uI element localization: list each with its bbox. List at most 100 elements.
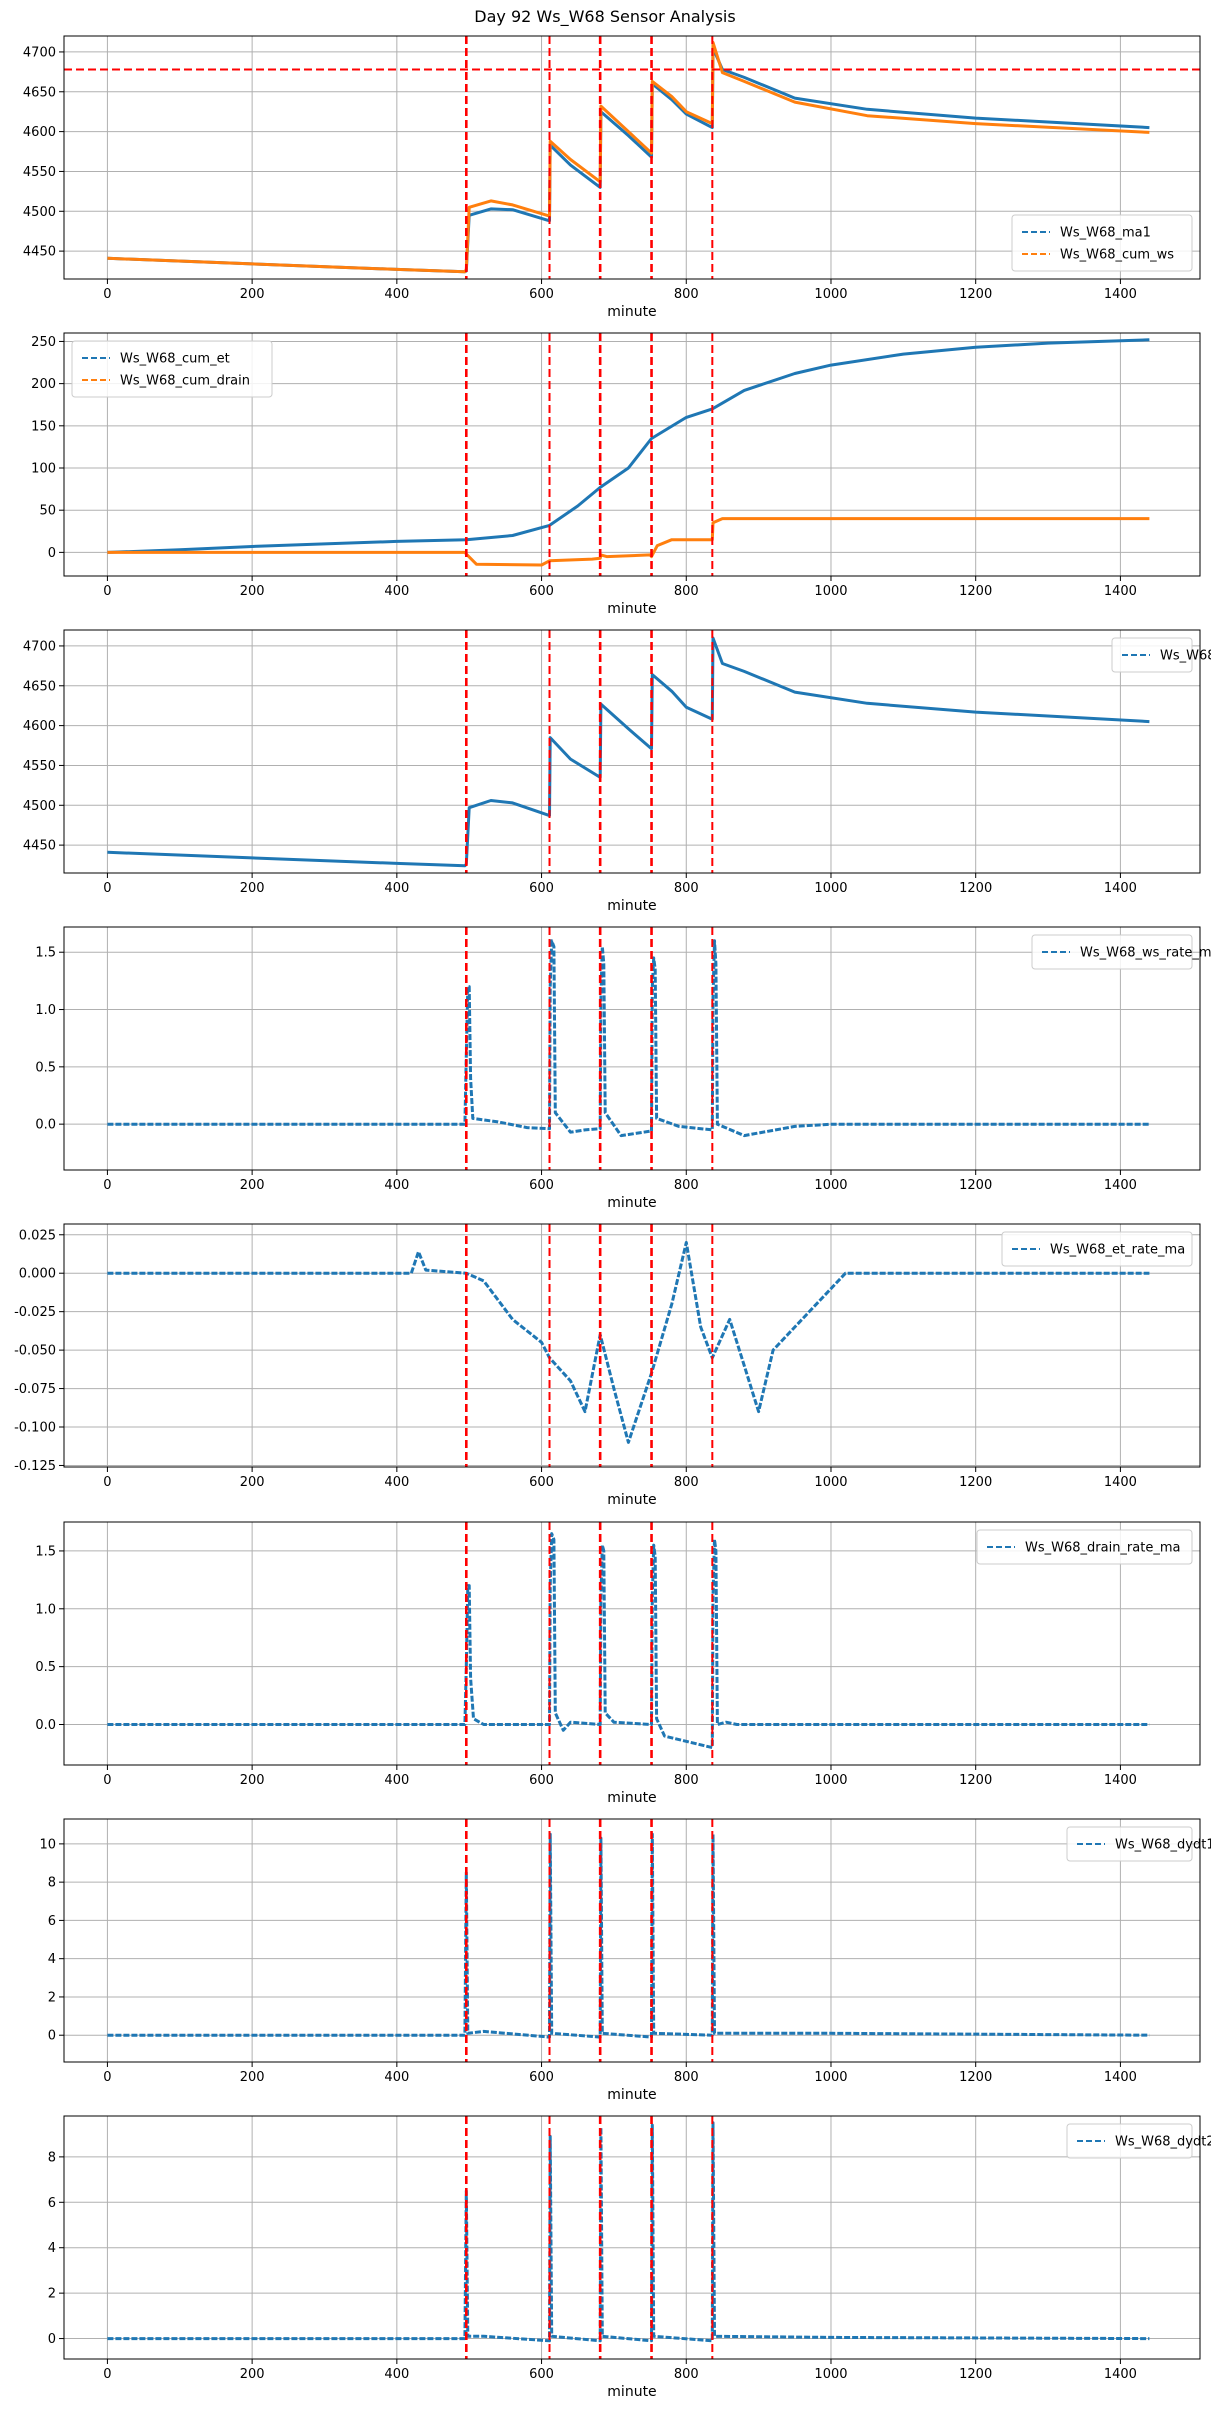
legend-box (71, 340, 273, 398)
x-axis-label: minute (607, 898, 656, 914)
subplot-8: 0 200 400 600 800 1000 1200 1400 0 2 4 6 8 minute Ws_W… (48, 2115, 1211, 2400)
legend-entry: Ws_W68_ma1 (1060, 226, 1151, 241)
x-tick-label: 0 (103, 1178, 111, 1193)
x-tick-label: 200 (240, 1475, 265, 1490)
y-tick-label: 200 (31, 377, 56, 392)
x-tick-label: 800 (674, 1475, 699, 1490)
x-tick-label: 1000 (814, 1178, 847, 1193)
subplot-stack: 0 200 400 600 800 1000 1200 1400445045004550460… (14, 35, 1211, 2400)
y-tick-label: 1.0 (35, 1602, 56, 1617)
y-tick-label: 8 (48, 1876, 56, 1891)
y-tick-label: 50 (39, 504, 56, 519)
y-tick-label: 8 (48, 2150, 56, 2165)
x-tick-label: 600 (529, 287, 554, 302)
x-tick-label: 200 (240, 881, 265, 896)
y-tick-label: 4650 (23, 85, 56, 100)
x-tick-label: 1000 (814, 1773, 847, 1788)
x-tick-label: 600 (529, 584, 554, 599)
x-axis-label: minute (607, 601, 656, 617)
y-tick-label: 4500 (23, 799, 56, 814)
y-tick-label: 0 (48, 2029, 56, 2044)
x-tick-label: 400 (384, 1178, 409, 1193)
x-tick-label: 1400 (1104, 1475, 1137, 1490)
subplot-5: 0 200 400 600 800 1000 1200 1400 0.025 0.000 -0.02… (14, 1223, 1201, 1508)
y-tick-label: 4450 (23, 839, 56, 854)
y-tick-label: 4700 (23, 45, 56, 60)
y-tick-label: 0 (48, 2332, 56, 2347)
legend-entry: Ws_W68_dydt1 (1115, 1838, 1211, 1853)
y-tick-label: -0.100 (14, 1421, 56, 1436)
x-tick-label: 800 (674, 1178, 699, 1193)
x-tick-label: 0 (103, 584, 111, 599)
legend: Ws_W68_et_rate_ma (1001, 1231, 1193, 1267)
x-axis-label: minute (607, 2087, 656, 2103)
x-tick-label: 800 (674, 584, 699, 599)
x-tick-label: 1400 (1104, 1178, 1137, 1193)
y-tick-label: 4450 (23, 245, 56, 260)
x-tick-label: 800 (674, 2070, 699, 2085)
x-tick-label: 1200 (959, 2367, 992, 2382)
x-tick-label: 1200 (959, 1773, 992, 1788)
x-axis-label: minute (607, 304, 656, 320)
legend-entry: Ws_W68 (1160, 649, 1211, 664)
axes-frame (63, 926, 1201, 1171)
y-tick-label: 100 (31, 462, 56, 477)
legend: Ws_W68_cum_et Ws_W68_cum_drain (71, 340, 273, 398)
x-tick-label: 1400 (1104, 287, 1137, 302)
x-tick-label: 0 (103, 287, 111, 302)
y-tick-label: 4 (48, 1952, 56, 1967)
x-tick-label: 0 (103, 1773, 111, 1788)
plot-area (107, 1224, 1150, 1467)
axes-frame (63, 1223, 1201, 1468)
x-axis-label: minute (607, 2384, 656, 2400)
x-tick-label: 1000 (814, 2367, 847, 2382)
legend: Ws_W68 (1111, 637, 1211, 673)
legend: Ws_W68_drain_rate_ma (976, 1529, 1193, 1565)
y-tick-label: 4550 (23, 165, 56, 180)
legend-box (1066, 1826, 1193, 1862)
y-tick-label: 6 (48, 2196, 56, 2211)
y-tick-label: 4700 (23, 639, 56, 654)
subplot-7: 0 200 400 600 800 1000 1200 1400 0 2 4 6 8 10 minute Ws… (39, 1818, 1211, 2103)
x-tick-label: 1000 (814, 1475, 847, 1490)
series-line-Ws_W68_et_rate_ma (107, 1241, 1150, 1444)
series-line-Ws_W68_cum_et (107, 338, 1150, 554)
x-tick-label: 0 (103, 1475, 111, 1490)
series-line-Ws_W68_drain_rate_ma (107, 1532, 1150, 1750)
x-tick-label: 1200 (959, 881, 992, 896)
legend: Ws_W68_dydt2 (1066, 2123, 1211, 2159)
series-line-Ws_W68_cum_drain (107, 517, 1150, 567)
axes-frame (63, 2115, 1201, 2360)
y-tick-label: 1.5 (35, 946, 56, 961)
x-tick-label: 1200 (959, 1178, 992, 1193)
y-tick-label: 0 (48, 546, 56, 561)
plot-area (107, 630, 1150, 873)
subplot-1: 0 200 400 600 800 1000 1200 1400 4450 4500 4550 460… (23, 35, 1201, 320)
x-axis-label: minute (607, 1492, 656, 1508)
y-tick-label: -0.075 (14, 1382, 56, 1397)
y-tick-label: -0.025 (14, 1305, 56, 1320)
x-tick-label: 200 (240, 287, 265, 302)
plot-area (107, 1819, 1150, 2062)
x-tick-label: 1200 (959, 2070, 992, 2085)
y-tick-label: 1.0 (35, 1003, 56, 1018)
axes-frame (63, 629, 1201, 874)
y-tick-label: 0.025 (19, 1228, 56, 1243)
y-tick-label: 150 (31, 419, 56, 434)
plot-area (107, 333, 1150, 576)
x-tick-label: 600 (529, 881, 554, 896)
legend: Ws_W68_ws_rate_ma (1031, 934, 1211, 970)
x-tick-label: 200 (240, 1178, 265, 1193)
y-tick-label: 0.0 (35, 1118, 56, 1133)
x-tick-label: 1200 (959, 1475, 992, 1490)
subplot-4: 0 200 400 600 800 1000 1200 1400 0.0 0.5 1.0 1.5 min… (35, 926, 1211, 1211)
y-tick-label: 4600 (23, 125, 56, 140)
x-tick-label: 400 (384, 1773, 409, 1788)
y-tick-label: 2 (48, 2287, 56, 2302)
x-tick-label: 800 (674, 1773, 699, 1788)
x-tick-label: 600 (529, 1475, 554, 1490)
y-tick-label: 4500 (23, 205, 56, 220)
y-tick-label: -0.125 (14, 1459, 56, 1474)
legend: Ws_W68_dydt1 (1066, 1826, 1211, 1862)
